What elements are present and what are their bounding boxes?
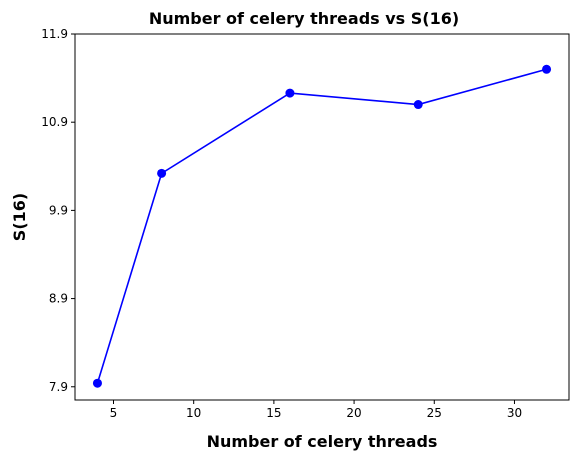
y-tick-label: 7.9 — [49, 380, 68, 394]
y-tick-label: 10.9 — [41, 115, 68, 129]
y-axis-ticks: 7.9 8.9 9.9 10.9 11.9 — [41, 27, 75, 394]
plot-area — [74, 33, 570, 401]
x-axis-label: Number of celery threads — [207, 432, 438, 451]
y-tick-label: 9.9 — [49, 203, 68, 217]
x-axis-ticks: 5 10 15 20 25 30 — [110, 400, 522, 420]
y-tick-label: 11.9 — [41, 27, 68, 41]
x-tick-label: 20 — [346, 406, 361, 420]
y-axis-label: S(16) — [10, 193, 29, 241]
x-tick-label: 10 — [186, 406, 201, 420]
data-points — [92, 64, 552, 388]
x-tick-label: 5 — [110, 406, 118, 420]
data-point — [92, 378, 102, 388]
data-point — [542, 64, 552, 74]
data-point — [157, 168, 167, 178]
x-tick-label: 25 — [427, 406, 442, 420]
x-tick-label: 30 — [507, 406, 522, 420]
data-point — [413, 100, 423, 110]
data-point — [285, 88, 295, 98]
y-tick-label: 8.9 — [49, 292, 68, 306]
chart-title: Number of celery threads vs S(16) — [149, 9, 459, 28]
x-tick-label: 15 — [266, 406, 281, 420]
series-line — [96, 68, 547, 384]
